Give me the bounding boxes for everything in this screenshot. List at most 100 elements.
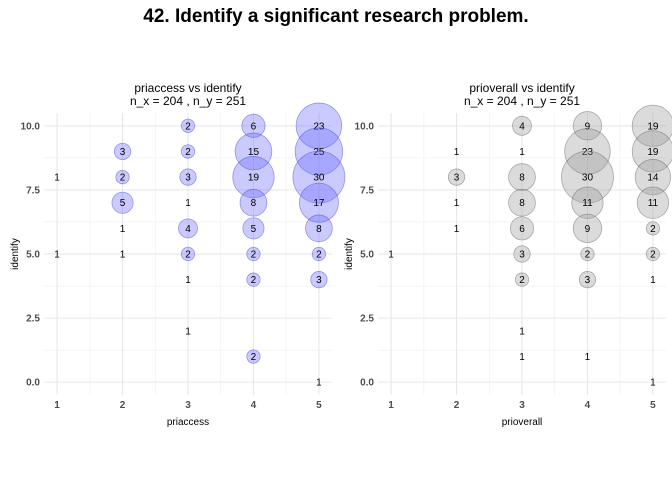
bubble [239, 188, 268, 217]
bubble-label: 5 [251, 224, 257, 235]
bubble [298, 182, 339, 223]
bubble [645, 221, 661, 236]
bubble [241, 113, 266, 138]
bubble [305, 214, 333, 243]
y-axis-label: identify [344, 238, 355, 270]
bubble [634, 158, 672, 196]
bubble-label: 5 [120, 198, 126, 209]
bubble [115, 169, 130, 185]
bubble [232, 155, 275, 199]
y-tick-label: 5.0 [26, 250, 40, 261]
bubble-label: 3 [585, 275, 591, 286]
bubble [514, 272, 530, 287]
bubble-label: 9 [585, 121, 591, 132]
bubble [580, 246, 595, 262]
bubble-label: 30 [582, 173, 594, 184]
bubble [513, 245, 531, 263]
bubble-label: 1 [454, 198, 460, 209]
x-axis-label: prioverall [502, 417, 543, 428]
bubble-label: 2 [650, 250, 656, 261]
bubble [292, 150, 346, 204]
bubble [509, 216, 535, 241]
bubble-label: 1 [650, 378, 656, 389]
bubble [180, 144, 196, 159]
bubble-label: 19 [647, 147, 659, 158]
bubble-label: 3 [316, 275, 322, 286]
x-tick-label: 3 [185, 400, 191, 411]
bubble-label: 1 [185, 326, 191, 337]
x-tick-label: 4 [585, 400, 591, 411]
bubble-label: 11 [648, 198, 659, 209]
bubble [572, 111, 603, 141]
bubble-label: 1 [316, 378, 322, 389]
y-axis-label: identify [10, 238, 21, 270]
bubble-label: 2 [185, 121, 191, 132]
bubble [180, 118, 196, 133]
x-tick-label: 2 [454, 400, 460, 411]
bubble-label: 2 [251, 352, 257, 363]
bubble-label: 19 [647, 121, 659, 132]
bubble-label: 14 [647, 173, 659, 184]
bubble-label: 2 [185, 147, 191, 158]
bubble-label: 2 [120, 173, 126, 184]
bubble-label: 4 [519, 121, 525, 132]
bubble [631, 130, 672, 173]
x-tick-label: 1 [54, 400, 60, 411]
x-tick-label: 4 [251, 400, 257, 411]
bubble-label: 4 [185, 224, 191, 235]
x-tick-label: 2 [120, 400, 126, 411]
bubble [246, 349, 261, 364]
bubble-label: 8 [519, 198, 525, 209]
bubble-label: 8 [316, 224, 322, 235]
bubble-label: 9 [585, 224, 591, 235]
bubble-label: 1 [519, 326, 525, 337]
x-tick-label: 5 [650, 400, 656, 411]
bubble-label: 2 [650, 224, 656, 235]
x-tick-label: 1 [388, 400, 394, 411]
y-tick-label: 10.0 [21, 121, 41, 132]
bubble-label: 3 [519, 250, 525, 261]
bubble-label: 3 [120, 147, 126, 158]
bubble [645, 246, 661, 262]
bubble [179, 168, 197, 186]
bubble-label: 3 [185, 173, 191, 184]
bubble [508, 188, 536, 217]
bubble [447, 168, 466, 186]
x-tick-label: 3 [519, 400, 525, 411]
bubble-label: 1 [120, 224, 126, 235]
bubble-label: 1 [120, 250, 126, 261]
bubble-label: 2 [585, 250, 591, 261]
bubble [246, 272, 261, 287]
y-tick-label: 10.0 [355, 121, 375, 132]
bubble [246, 246, 261, 262]
panel-title: priaccess vs identify [134, 81, 241, 95]
panel-subtitle: n_x = 204 , n_y = 251 [464, 94, 580, 108]
bubble [234, 132, 273, 171]
bubble-label: 23 [582, 147, 594, 158]
y-tick-label: 5.0 [360, 250, 374, 261]
bubble-label: 1 [650, 275, 656, 286]
bubble-label: 25 [313, 147, 325, 158]
bubble [571, 186, 604, 219]
bubble-label: 1 [54, 173, 60, 184]
y-tick-label: 2.5 [26, 314, 40, 325]
bubble [178, 218, 198, 239]
bubble [512, 115, 532, 136]
bubble-label: 8 [251, 198, 257, 209]
bubble [572, 213, 603, 244]
bubble-label: 19 [248, 173, 260, 184]
y-tick-label: 0.0 [26, 378, 40, 389]
bubble-label: 15 [248, 147, 260, 158]
bubble-label: 1 [54, 250, 60, 261]
bubble [310, 271, 328, 289]
bubble-label: 1 [454, 147, 460, 158]
figure-title: 42. Identify a significant research prob… [143, 6, 529, 27]
bubble [113, 142, 132, 161]
bubble-label: 1 [519, 352, 525, 363]
bubble-label: 8 [519, 173, 525, 184]
y-tick-label: 7.5 [360, 185, 374, 196]
bubble [564, 128, 611, 175]
